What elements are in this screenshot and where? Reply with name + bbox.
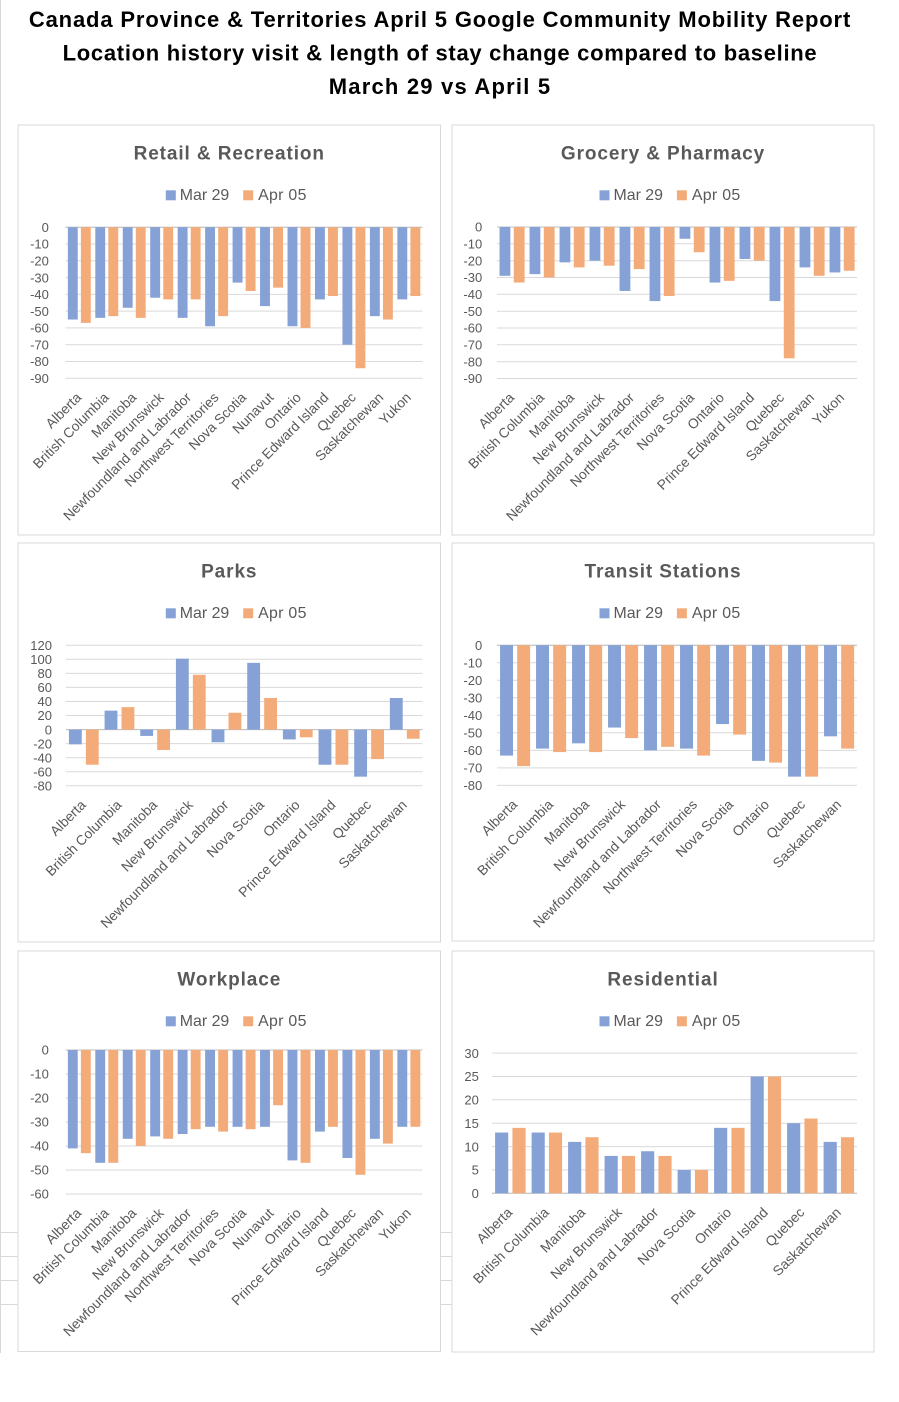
svg-text:-40: -40 bbox=[30, 1139, 49, 1154]
svg-text:-20: -20 bbox=[30, 1091, 49, 1106]
svg-text:20: 20 bbox=[464, 1093, 478, 1108]
svg-text:0: 0 bbox=[42, 1043, 49, 1058]
svg-text:Mar 29: Mar 29 bbox=[614, 605, 664, 622]
svg-text:-60: -60 bbox=[463, 743, 482, 758]
svg-text:Apr 05: Apr 05 bbox=[692, 187, 741, 204]
svg-text:-10: -10 bbox=[30, 237, 49, 252]
svg-text:10: 10 bbox=[464, 1139, 478, 1154]
svg-text:Apr 05: Apr 05 bbox=[258, 1013, 307, 1030]
svg-text:Mar 29: Mar 29 bbox=[614, 187, 664, 204]
svg-text:20: 20 bbox=[38, 708, 52, 723]
svg-text:-20: -20 bbox=[463, 673, 482, 688]
svg-text:-50: -50 bbox=[30, 1163, 49, 1178]
svg-text:-80: -80 bbox=[33, 779, 52, 794]
svg-text:25: 25 bbox=[464, 1069, 478, 1084]
svg-text:Mar 29: Mar 29 bbox=[180, 1013, 230, 1030]
svg-text:80: 80 bbox=[38, 666, 52, 681]
svg-text:Parks: Parks bbox=[201, 562, 257, 583]
svg-text:-60: -60 bbox=[33, 765, 52, 780]
svg-text:30: 30 bbox=[464, 1046, 478, 1061]
svg-text:40: 40 bbox=[38, 694, 52, 709]
svg-text:-40: -40 bbox=[463, 708, 482, 723]
svg-text:-40: -40 bbox=[33, 750, 52, 765]
svg-text:-50: -50 bbox=[463, 304, 482, 319]
svg-text:-60: -60 bbox=[30, 321, 49, 336]
svg-text:Apr 05: Apr 05 bbox=[692, 605, 741, 622]
svg-text:0: 0 bbox=[475, 638, 482, 653]
svg-text:-80: -80 bbox=[463, 778, 482, 793]
svg-text:100: 100 bbox=[30, 652, 52, 667]
svg-text:0: 0 bbox=[45, 722, 52, 737]
svg-text:-20: -20 bbox=[33, 736, 52, 751]
svg-text:Transit Stations: Transit Stations bbox=[585, 562, 742, 583]
svg-text:-90: -90 bbox=[463, 371, 482, 386]
svg-text:Location history visit & lengt: Location history visit & length of stay … bbox=[63, 41, 818, 66]
svg-text:-30: -30 bbox=[463, 691, 482, 706]
svg-text:Grocery & Pharmacy: Grocery & Pharmacy bbox=[561, 144, 765, 165]
svg-text:Apr 05: Apr 05 bbox=[258, 605, 307, 622]
svg-text:Mar 29: Mar 29 bbox=[180, 605, 230, 622]
svg-text:Canada Province & Territories: Canada Province & Territories April 5 Go… bbox=[29, 7, 851, 32]
svg-text:-20: -20 bbox=[463, 253, 482, 268]
svg-text:Apr 05: Apr 05 bbox=[258, 187, 307, 204]
svg-text:-10: -10 bbox=[463, 655, 482, 670]
svg-text:Mar 29: Mar 29 bbox=[180, 187, 230, 204]
svg-text:15: 15 bbox=[464, 1116, 478, 1131]
svg-text:-10: -10 bbox=[463, 237, 482, 252]
svg-text:-40: -40 bbox=[463, 287, 482, 302]
svg-text:-50: -50 bbox=[30, 304, 49, 319]
svg-text:-80: -80 bbox=[463, 354, 482, 369]
svg-text:Apr 05: Apr 05 bbox=[692, 1013, 741, 1030]
svg-text:-80: -80 bbox=[30, 354, 49, 369]
svg-text:-70: -70 bbox=[30, 337, 49, 352]
svg-text:0: 0 bbox=[475, 220, 482, 235]
svg-text:Workplace: Workplace bbox=[177, 970, 281, 991]
svg-text:-30: -30 bbox=[30, 1115, 49, 1130]
svg-text:-90: -90 bbox=[30, 371, 49, 386]
svg-text:0: 0 bbox=[472, 1186, 479, 1201]
svg-text:-70: -70 bbox=[463, 338, 482, 353]
svg-text:-70: -70 bbox=[463, 761, 482, 776]
svg-text:5: 5 bbox=[472, 1163, 479, 1178]
svg-text:-30: -30 bbox=[30, 270, 49, 285]
svg-text:-10: -10 bbox=[30, 1067, 49, 1082]
svg-text:-40: -40 bbox=[30, 287, 49, 302]
svg-text:Retail & Recreation: Retail & Recreation bbox=[134, 144, 325, 165]
svg-text:Mar 29: Mar 29 bbox=[614, 1013, 664, 1030]
svg-text:-30: -30 bbox=[463, 270, 482, 285]
svg-text:-50: -50 bbox=[463, 726, 482, 741]
svg-text:60: 60 bbox=[38, 680, 52, 695]
svg-text:0: 0 bbox=[42, 220, 49, 235]
svg-text:March 29 vs April 5: March 29 vs April 5 bbox=[329, 74, 552, 99]
svg-text:-20: -20 bbox=[30, 254, 49, 269]
svg-text:Residential: Residential bbox=[607, 970, 718, 991]
svg-text:-60: -60 bbox=[30, 1187, 49, 1202]
svg-text:120: 120 bbox=[30, 638, 52, 653]
svg-text:-60: -60 bbox=[463, 321, 482, 336]
